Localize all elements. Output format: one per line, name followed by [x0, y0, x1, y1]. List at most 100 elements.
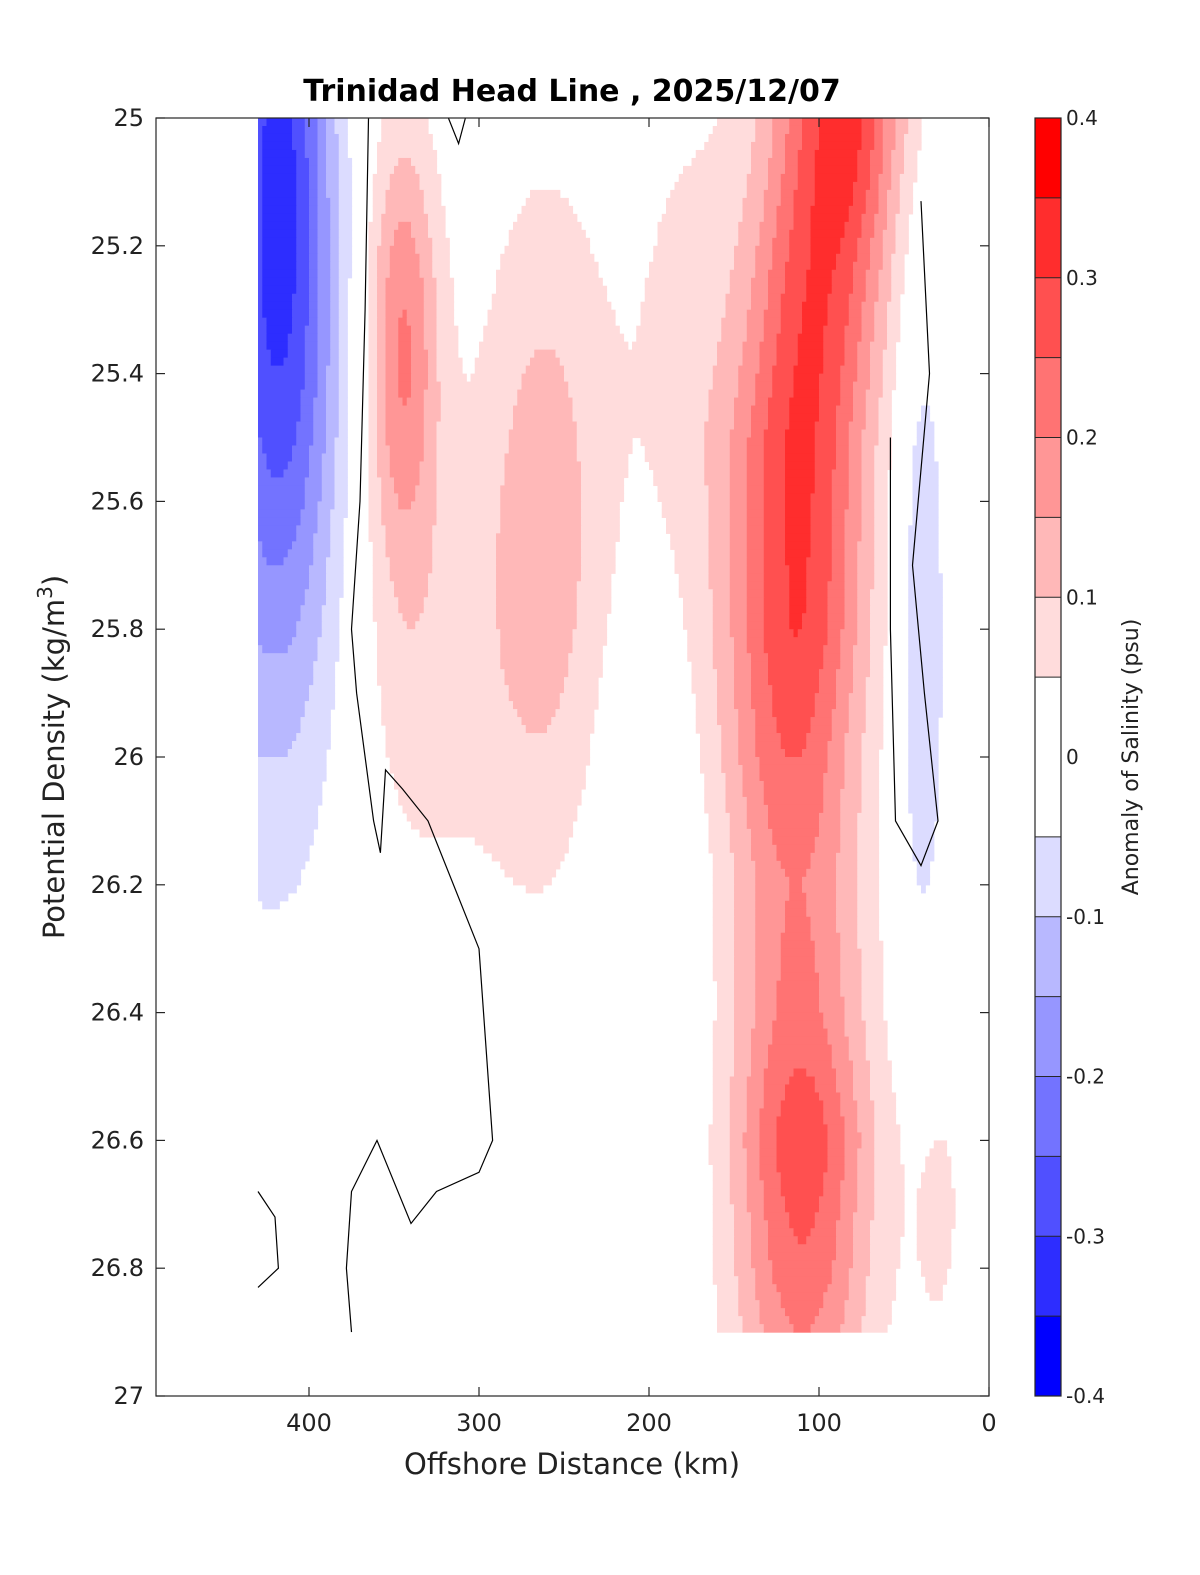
- contour-cell: [882, 165, 892, 175]
- contour-cell: [317, 285, 331, 295]
- contour-cell: [836, 405, 854, 415]
- contour-cell: [768, 181, 782, 191]
- contour-cell: [865, 709, 884, 718]
- contour-cell: [704, 477, 731, 487]
- contour-cell: [712, 852, 735, 862]
- contour-cell: [836, 461, 850, 471]
- contour-cell: [555, 709, 595, 718]
- contour-cell: [853, 397, 867, 407]
- contour-cell: [810, 493, 833, 502]
- contour-cell: [394, 589, 429, 598]
- contour-cell: [763, 581, 790, 590]
- contour-cell: [844, 1140, 863, 1149]
- contour-cell: [823, 1012, 846, 1022]
- contour-cell: [836, 916, 858, 926]
- contour-cell: [836, 1068, 854, 1078]
- contour-cell: [581, 565, 616, 574]
- contour-cell: [712, 621, 731, 630]
- contour-cell: [721, 317, 748, 327]
- contour-cell: [262, 541, 293, 550]
- contour-cell: [368, 509, 382, 518]
- contour-cell: [309, 205, 319, 215]
- contour-cell: [802, 301, 829, 311]
- contour-cell: [785, 533, 812, 542]
- x-tick-label: 400: [286, 1409, 332, 1437]
- contour-cell: [844, 565, 858, 574]
- contour-cell: [836, 908, 858, 918]
- contour-cell: [432, 237, 450, 247]
- contour-cell: [309, 237, 319, 247]
- contour-cell: [258, 812, 319, 822]
- contour-cell: [751, 661, 769, 670]
- contour-cell: [874, 125, 884, 135]
- contour-cell: [304, 325, 319, 335]
- contour-cell: [857, 565, 875, 574]
- contour-cell: [695, 717, 718, 726]
- contour-cell: [309, 685, 336, 694]
- contour-cell: [258, 533, 297, 542]
- contour-cell: [874, 461, 892, 471]
- contour-cell: [712, 1052, 735, 1062]
- contour-cell: [521, 381, 569, 391]
- contour-cell: [861, 229, 875, 239]
- contour-cell: [844, 741, 863, 750]
- contour-cell: [496, 581, 578, 590]
- contour-cell: [313, 429, 327, 439]
- contour-cell: [793, 389, 820, 399]
- contour-cell: [870, 357, 884, 367]
- contour-cell: [415, 245, 433, 255]
- contour-cell: [865, 413, 880, 423]
- contour-cell: [338, 397, 348, 407]
- contour-cell: [763, 493, 786, 502]
- contour-cell: [423, 453, 438, 463]
- contour-cell: [377, 357, 387, 367]
- contour-cell: [878, 277, 892, 287]
- contour-cell: [844, 229, 863, 239]
- contour-cell: [419, 261, 433, 271]
- contour-cell: [831, 1060, 854, 1070]
- contour-cell: [759, 349, 778, 359]
- contour-cell: [258, 836, 314, 846]
- contour-cell: [326, 445, 336, 455]
- contour-cell: [317, 221, 331, 231]
- contour-cell: [751, 149, 773, 159]
- contour-cell: [258, 764, 327, 774]
- contour-cell: [534, 349, 557, 359]
- contour-cell: [368, 429, 378, 439]
- contour-cell: [746, 1188, 765, 1197]
- contour-cell: [814, 1076, 837, 1086]
- contour-cell: [428, 357, 438, 367]
- contour-cell: [755, 868, 786, 878]
- contour-cell: [262, 197, 297, 207]
- contour-cell: [776, 357, 799, 367]
- contour-cell: [874, 309, 888, 319]
- contour-cell: [262, 165, 297, 175]
- contour-cell: [870, 381, 884, 391]
- contour-cell: [823, 804, 841, 814]
- contour-cell: [840, 980, 863, 990]
- contour-cell: [810, 932, 841, 942]
- contour-cell: [840, 1196, 858, 1205]
- contour-cell: [823, 1108, 841, 1118]
- contour-cell: [908, 645, 943, 654]
- contour-cell: [848, 317, 863, 327]
- contour-cell: [576, 581, 612, 590]
- contour-cell: [313, 437, 327, 447]
- contour-cell: [296, 421, 314, 431]
- contour-cell: [712, 1204, 735, 1213]
- contour-cell: [712, 1028, 735, 1038]
- contour-cell: [921, 405, 931, 415]
- contour-cell: [712, 1092, 731, 1102]
- contour-cell: [827, 605, 846, 614]
- contour-cell: [372, 589, 395, 598]
- contour-cell: [258, 373, 306, 383]
- contour-cell: [810, 213, 850, 223]
- contour-cell: [581, 573, 612, 582]
- contour-cell: [708, 389, 739, 399]
- contour-cell: [500, 525, 582, 534]
- contour-cell: [789, 884, 803, 894]
- contour-cell: [428, 221, 446, 231]
- contour-cell: [572, 637, 608, 646]
- contour-cell: [861, 125, 875, 135]
- contour-cell: [734, 645, 748, 654]
